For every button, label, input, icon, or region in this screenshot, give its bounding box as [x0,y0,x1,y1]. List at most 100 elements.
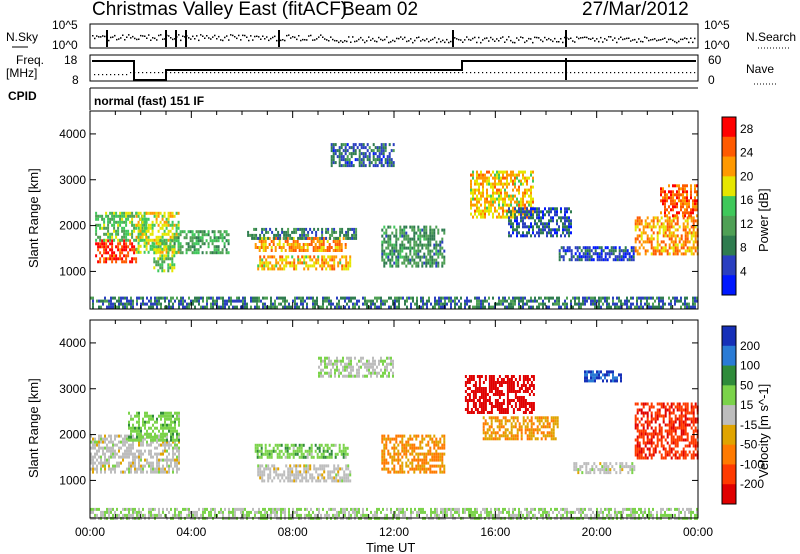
velocity-cell [317,473,320,477]
power-cell [678,249,681,253]
power-cell [147,250,150,254]
velocity-cell [301,479,304,483]
power-cell [431,237,434,241]
velocity-cell [275,467,278,471]
velocity-cell [156,426,158,430]
power-cell [584,302,586,306]
power-cell [470,191,472,195]
power-cell [676,243,679,247]
power-cell [512,170,514,174]
power-cell [381,246,384,250]
nsky-point [608,36,610,38]
nsky-point [476,41,478,44]
power-cell [440,296,442,300]
nave-point [266,72,268,74]
velocity-cell [332,365,334,369]
nsky-point [214,34,216,37]
power-cell [684,219,687,223]
power-cell [175,236,178,240]
power-cell [353,236,356,240]
power-cell [441,228,444,232]
power-cell [115,260,118,264]
power-cell [172,305,174,309]
velocity-cell [366,362,368,366]
power-cell [283,230,286,234]
power-cell [328,249,331,252]
power-cell [117,229,120,233]
power-cell [143,217,146,221]
power-cell [145,220,148,224]
power-patch [95,239,138,264]
power-cell [126,302,128,306]
velocity-cell [378,359,380,363]
nave-point [362,72,364,74]
power-cell [395,246,398,250]
power-cell [522,302,524,306]
velocity-cell [178,455,180,459]
power-cell [646,216,649,220]
power-cell [340,249,343,252]
velocity-cell [306,452,309,456]
power-cell [398,296,400,300]
power-cell [664,302,666,306]
power-patch [508,207,572,238]
power-cell [574,258,577,262]
power-cell [321,267,324,271]
power-cell [548,213,550,217]
velocity-cell [178,423,180,427]
power-cell [320,240,323,243]
nsky-point [268,39,270,42]
power-cell [692,240,695,244]
velocity-cell [162,423,164,427]
power-cell [532,305,534,309]
nave-point [502,72,504,74]
power-cell [120,302,122,306]
velocity-cell [305,479,308,483]
power-cell [630,255,633,259]
power-cell [668,205,670,209]
power-cell [352,164,355,168]
power-cell [327,230,330,234]
velocity-cell [90,458,92,462]
velocity-cell [383,434,386,438]
velocity-cell [102,440,104,444]
power-cell [423,243,426,247]
power-cell [157,229,160,233]
power-cell [478,302,480,306]
power-cell [159,250,162,254]
power-cell [520,200,522,204]
power-cell [108,305,110,309]
power-cell [443,231,446,235]
power-cell [632,296,634,300]
power-cell [558,296,560,300]
power-cell [530,234,532,238]
velocity-cell [160,432,162,436]
power-cell [516,203,518,207]
power-cell [401,255,404,259]
power-cell [556,302,558,306]
velocity-cell [389,455,392,459]
power-cell [391,255,394,259]
power-cell [221,248,224,252]
power-cell [358,143,361,147]
nsky-point [652,38,654,41]
power-cell [520,219,522,223]
power-cell [588,296,590,300]
power-cell [305,233,308,237]
power-cell [666,193,668,197]
power-cell [261,267,264,271]
velocity-cell [104,437,106,441]
velocity-cell [382,362,384,366]
velocity-cell [142,464,144,468]
nsky-point [210,38,212,40]
velocity-cell [328,455,331,459]
power-cell [696,205,698,209]
power-cell [388,305,390,309]
power-cell [435,264,438,268]
power-cell [494,173,496,177]
velocity-cell [178,458,180,462]
nave-point [594,72,596,74]
power-cell [526,234,528,238]
power-cell [506,215,508,219]
power-cell [522,176,524,180]
